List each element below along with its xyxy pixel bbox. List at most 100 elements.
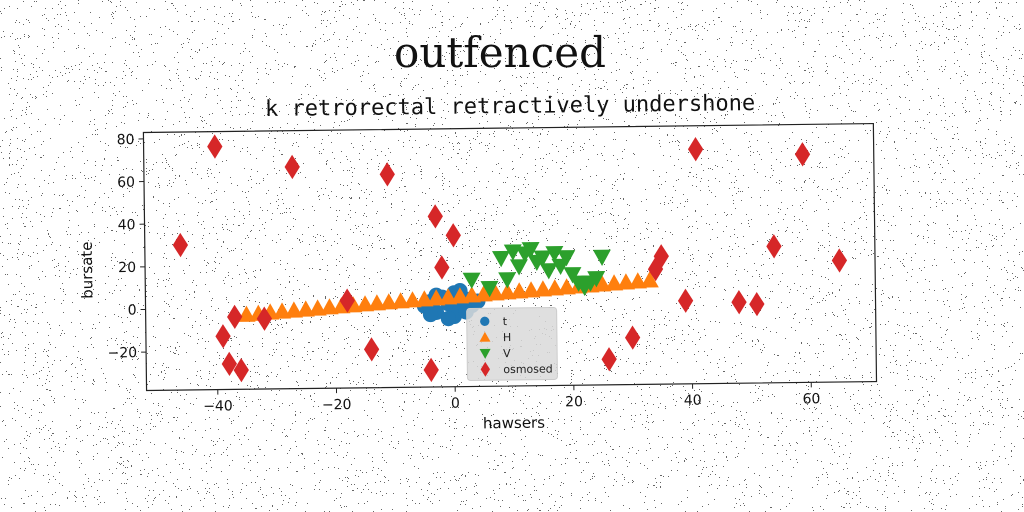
data-point	[256, 306, 273, 331]
data-point	[440, 310, 457, 327]
x-tick-label: −20	[322, 397, 352, 413]
data-point	[624, 325, 641, 350]
data-point	[557, 250, 576, 267]
data-point	[677, 288, 694, 313]
x-tick-label: 0	[451, 396, 460, 412]
legend-marker	[480, 361, 491, 377]
x-tick-label: −40	[203, 398, 233, 414]
data-point	[593, 275, 612, 292]
data-point	[731, 290, 747, 315]
x-tick-label: 60	[802, 391, 820, 407]
data-point	[601, 347, 617, 372]
legend-label: V	[503, 347, 511, 360]
data-point	[233, 357, 249, 383]
data-point	[363, 337, 380, 362]
data-point	[749, 291, 765, 317]
data-point	[831, 248, 848, 273]
data-point	[403, 291, 422, 308]
data-point	[439, 288, 458, 305]
series-v	[462, 241, 611, 298]
x-tick-label: 20	[565, 394, 583, 410]
data-point	[296, 300, 315, 317]
data-point	[445, 223, 461, 248]
data-point	[415, 290, 434, 307]
data-point	[285, 301, 304, 318]
data-point	[427, 289, 446, 306]
data-point	[534, 280, 553, 297]
data-point	[545, 279, 564, 296]
data-point	[423, 357, 439, 383]
y-axis-label: bursate	[78, 241, 97, 299]
data-point	[284, 154, 300, 180]
chart-title: k retrorectal retractively undershone	[265, 91, 755, 122]
data-point	[379, 162, 395, 187]
data-point	[486, 284, 505, 301]
data-point	[647, 256, 664, 282]
data-point	[427, 204, 443, 229]
figure-title: outfenced	[394, 28, 606, 77]
data-point	[498, 283, 517, 300]
data-point	[521, 241, 540, 259]
legend-label: osmosed	[503, 363, 553, 377]
data-point	[557, 278, 576, 295]
data-point	[640, 271, 659, 288]
data-point	[545, 245, 564, 263]
data-point	[628, 272, 647, 289]
data-point	[462, 286, 481, 303]
data-point	[237, 305, 256, 322]
data-point	[320, 298, 339, 315]
y-tick-label: 20	[118, 260, 136, 276]
data-point	[172, 232, 189, 258]
data-point	[391, 292, 410, 309]
data-point	[273, 302, 292, 319]
data-point	[510, 282, 529, 299]
data-point	[687, 137, 704, 162]
data-point	[379, 293, 398, 310]
data-point	[215, 324, 231, 349]
data-point	[422, 306, 439, 323]
data-point	[522, 281, 541, 298]
legend-label: t	[503, 315, 508, 328]
data-point	[533, 250, 552, 267]
legend-marker	[480, 316, 490, 327]
y-tick-label: 80	[117, 132, 135, 148]
data-point	[227, 304, 243, 330]
data-point	[356, 295, 375, 312]
data-point	[207, 134, 223, 159]
data-point	[491, 250, 510, 268]
legend-marker	[479, 348, 491, 359]
legend-box	[466, 306, 558, 382]
data-point	[563, 267, 582, 284]
data-point	[339, 288, 355, 313]
data-point	[462, 272, 481, 289]
data-point	[509, 259, 528, 276]
data-point	[480, 280, 499, 298]
x-tick-label: 40	[684, 393, 702, 409]
y-tick-label: −20	[107, 345, 137, 361]
data-point	[451, 287, 470, 304]
data-point	[221, 351, 237, 377]
y-tick-label: 60	[117, 175, 135, 191]
legend-label: H	[503, 331, 511, 344]
data-point	[605, 274, 624, 291]
plot-area	[142, 122, 878, 392]
data-point	[498, 272, 517, 289]
data-point	[592, 249, 611, 266]
data-point	[653, 244, 669, 269]
data-point	[474, 285, 493, 302]
data-point	[766, 234, 782, 259]
data-point	[587, 271, 606, 288]
data-point	[368, 294, 387, 311]
data-point	[794, 142, 811, 167]
series-osmosed	[172, 134, 848, 383]
y-tick-label: 0	[128, 303, 137, 319]
x-axis-label: hawsers	[483, 414, 545, 433]
y-tick-label: 40	[118, 217, 136, 233]
legend-marker	[479, 331, 491, 342]
data-point	[434, 255, 450, 280]
data-point	[539, 263, 558, 280]
data-point	[617, 273, 636, 290]
